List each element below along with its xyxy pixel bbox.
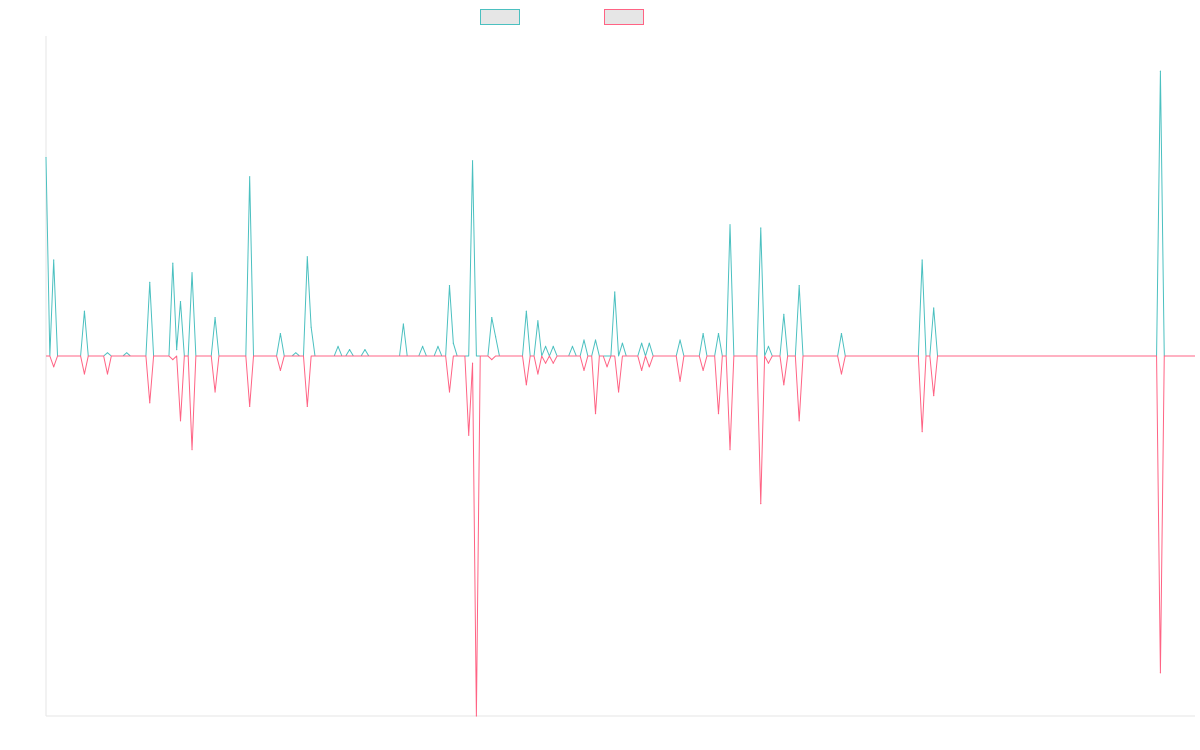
data-point-s2-6 <box>191 449 193 451</box>
data-point-s2-34 <box>840 373 843 375</box>
data-point-s1-9 <box>191 272 193 274</box>
data-point-s1-31 <box>571 345 574 347</box>
data-point-s2-15 <box>491 359 493 361</box>
data-point-s1-20 <box>422 345 424 347</box>
data-point-s1-43 <box>767 345 770 347</box>
data-point-s2-8 <box>249 405 251 407</box>
data-point-s1-38 <box>679 339 681 341</box>
data-point-s2-25 <box>648 366 650 368</box>
data-point-s1-49 <box>1159 70 1162 72</box>
data-point-s2-27 <box>702 369 704 371</box>
data-point-s1-1 <box>53 259 55 261</box>
data-point-s2-19 <box>552 362 554 364</box>
data-point-s1-0 <box>45 157 47 159</box>
data-point-s2-29 <box>729 449 731 451</box>
data-point-s1-45 <box>798 285 800 287</box>
data-point-s1-48 <box>933 307 935 309</box>
data-point-s2-22 <box>606 366 608 368</box>
chart-legend <box>0 8 1200 28</box>
data-point-s1-41 <box>729 224 731 226</box>
data-point-s1-17 <box>348 349 351 351</box>
data-point-s1-12 <box>279 333 282 335</box>
data-point-s1-16 <box>337 345 339 347</box>
data-point-s1-10 <box>214 317 216 319</box>
data-point-s1-15 <box>310 326 312 328</box>
data-point-s2-12 <box>468 434 470 436</box>
data-point-s1-27 <box>525 310 527 312</box>
data-point-s1-39 <box>702 333 704 335</box>
data-point-s1-35 <box>621 342 624 344</box>
data-point-s2-14 <box>475 715 477 717</box>
data-point-s2-20 <box>583 369 585 371</box>
series-line-2 <box>46 355 1195 717</box>
data-point-s2-7 <box>214 391 216 393</box>
data-point-s2-16 <box>525 384 527 386</box>
data-point-s1-36 <box>641 342 643 344</box>
data-point-s2-17 <box>537 373 539 375</box>
data-point-s1-8 <box>179 301 182 303</box>
data-point-s2-13 <box>471 362 474 364</box>
data-point-s2-24 <box>641 369 643 371</box>
data-point-s2-10 <box>306 405 308 407</box>
data-point-s1-44 <box>783 313 785 315</box>
data-point-s2-32 <box>783 384 785 386</box>
data-point-s1-6 <box>172 262 174 264</box>
data-point-s1-11 <box>249 176 251 178</box>
data-point-s2-9 <box>279 369 282 371</box>
data-point-s1-21 <box>437 345 439 347</box>
data-point-s1-30 <box>552 345 554 347</box>
data-point-s1-3 <box>106 352 109 354</box>
data-point-s1-40 <box>717 333 720 335</box>
data-point-s2-31 <box>767 362 770 364</box>
data-point-s1-46 <box>840 333 843 335</box>
data-point-s2-23 <box>617 391 620 393</box>
data-point-s1-19 <box>402 323 404 325</box>
data-point-s1-13 <box>295 352 297 354</box>
data-point-s2-0 <box>53 366 55 368</box>
data-point-s1-24 <box>471 160 474 162</box>
data-point-s2-18 <box>544 362 547 364</box>
data-point-s1-47 <box>921 259 923 261</box>
data-point-s1-22 <box>448 285 451 287</box>
data-point-s2-26 <box>679 380 681 382</box>
data-point-s1-14 <box>306 256 308 258</box>
data-point-s1-33 <box>594 339 597 341</box>
data-point-s1-34 <box>614 291 616 293</box>
data-point-s1-37 <box>648 342 650 344</box>
data-point-s1-23 <box>452 342 454 344</box>
data-point-s1-28 <box>537 320 539 322</box>
data-point-s1-2 <box>83 310 86 312</box>
data-point-s2-36 <box>933 395 935 397</box>
data-point-s1-26 <box>495 336 497 338</box>
data-point-s2-2 <box>106 373 109 375</box>
legend-swatch-series-2[interactable] <box>604 9 644 25</box>
data-point-s2-21 <box>594 413 597 415</box>
data-point-s1-29 <box>544 345 547 347</box>
data-point-s1-42 <box>760 227 762 229</box>
data-point-s2-11 <box>448 391 451 393</box>
data-point-s1-7 <box>176 349 178 351</box>
data-point-s2-37 <box>1159 672 1162 674</box>
series-line-1 <box>45 70 1195 357</box>
data-point-s2-30 <box>760 503 762 505</box>
data-point-s2-33 <box>798 420 800 422</box>
legend-swatch-series-1[interactable] <box>480 9 520 25</box>
data-point-s2-3 <box>149 402 151 404</box>
data-point-s2-5 <box>179 420 182 422</box>
data-point-s1-18 <box>364 349 366 351</box>
data-point-s2-28 <box>717 413 720 415</box>
data-point-s1-25 <box>491 317 493 319</box>
data-point-s1-32 <box>583 339 585 341</box>
data-point-s1-5 <box>149 281 151 283</box>
data-point-s1-4 <box>126 352 128 354</box>
data-point-s2-35 <box>921 431 923 433</box>
data-point-s2-4 <box>172 359 174 361</box>
data-point-s2-1 <box>83 373 86 375</box>
